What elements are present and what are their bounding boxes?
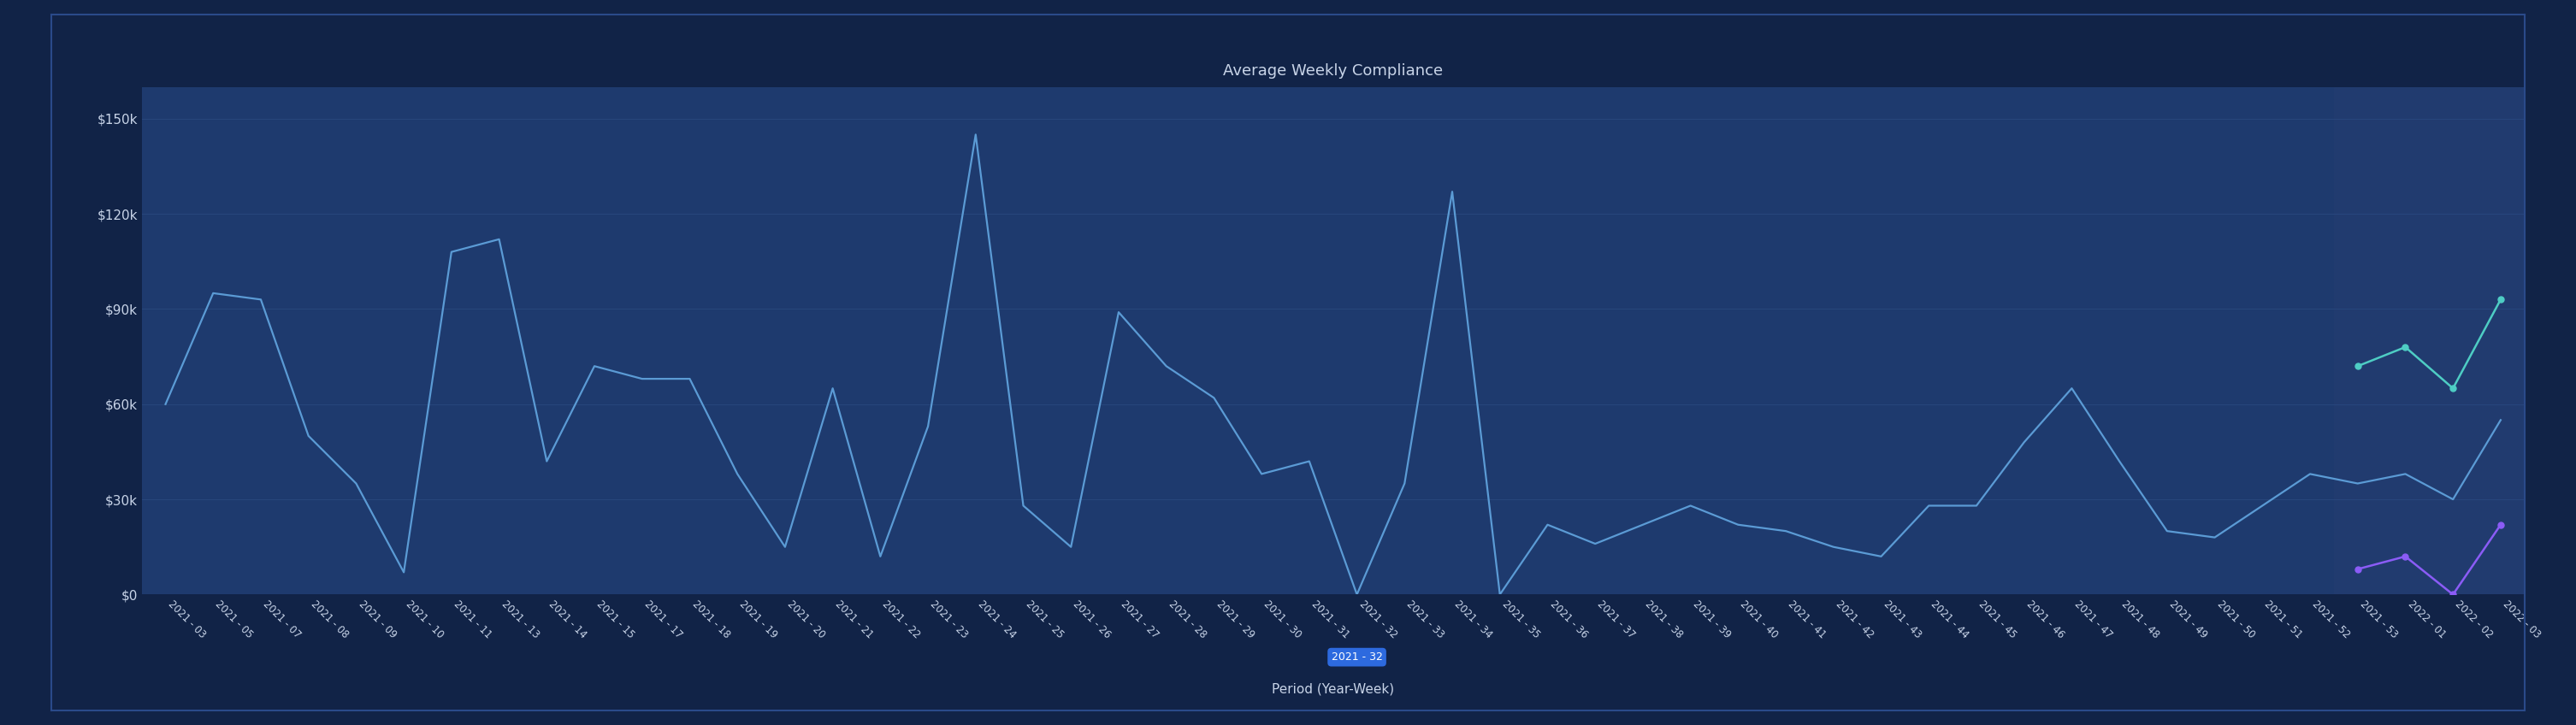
X-axis label: Period (Year-Week): Period (Year-Week) xyxy=(1273,682,1394,695)
Text: 2021 - 32: 2021 - 32 xyxy=(1332,652,1383,663)
Bar xyxy=(2334,87,2524,594)
Title: Average Weekly Compliance: Average Weekly Compliance xyxy=(1224,63,1443,78)
